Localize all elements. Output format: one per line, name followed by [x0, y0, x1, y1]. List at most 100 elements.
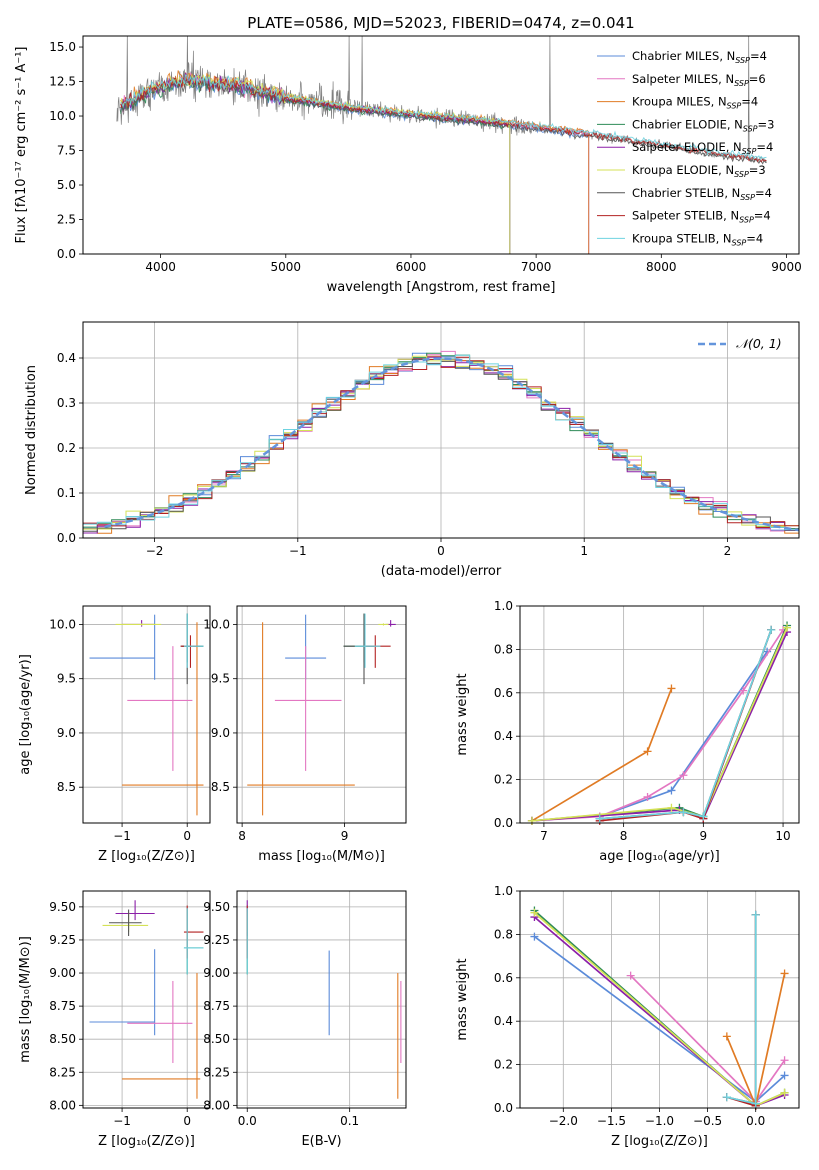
axes-frame — [82, 605, 211, 824]
y-axis-label: mass weight — [455, 673, 470, 755]
x-axis-label: Z [log₁₀(Z/Z⊙)] — [611, 1134, 708, 1149]
data-point-kroupa-miles — [122, 973, 201, 1099]
legend-label-suffix: =6 — [749, 72, 766, 86]
x-tick-label: 1 — [580, 544, 588, 558]
legend-label-suffix: =3 — [758, 117, 775, 131]
y-tick-label: 10.0 — [49, 617, 76, 631]
weight-line — [531, 625, 788, 822]
y-axis-label: age [log₁₀(age/yr)] — [18, 654, 33, 775]
legend-label-name: Salpeter MILES, N — [632, 72, 734, 86]
errorbar-plot — [247, 613, 396, 816]
y-tick-label: 0.1 — [57, 486, 76, 500]
weight-series-kroupa-miles — [527, 684, 676, 825]
residuals-panel: −2 −1 0 1 2 0.0 0.1 0.2 0.3 0.4 (data-model)/error… — [24, 321, 800, 579]
y-tick-label: 0.0 — [57, 531, 76, 545]
weight-line — [531, 688, 673, 822]
data-point-salpeter-stelib — [365, 635, 391, 668]
weight-series-salpeter-stelib — [595, 625, 776, 825]
y-tick-label: 8.5 — [211, 780, 230, 794]
data-point-chabrier-stelib — [109, 909, 142, 936]
y-tick-label: 8.00 — [203, 1098, 230, 1112]
data-point-chabrier-miles — [89, 614, 156, 680]
weight-marker — [679, 808, 688, 817]
axes-frame — [519, 605, 800, 824]
y-tick-label: 10.0 — [203, 617, 230, 631]
errorbar-plot — [246, 900, 402, 1099]
y-tick-label: 1.0 — [494, 884, 513, 898]
y-tick-label: 0.2 — [494, 1058, 513, 1072]
legend-label-sub: SSP — [732, 238, 747, 247]
weight-marker — [527, 816, 536, 825]
x-tick-label: 0 — [183, 1114, 191, 1128]
x-axis-label: Z [log₁₀(Z/Z⊙)] — [98, 1134, 195, 1149]
x-tick-label: −1.5 — [597, 1114, 626, 1128]
data-point-kroupa-elodie — [102, 912, 149, 933]
y-tick-label: 2.5 — [57, 213, 76, 227]
x-axis-label: Z [log₁₀(Z/Z⊙)] — [98, 849, 195, 864]
legend-label: Kroupa STELIB, NSSP=4 — [632, 231, 763, 247]
weight-marker — [595, 814, 604, 823]
chart-title: PLATE=0586, MJD=52023, FIBERID=0474, z=0… — [247, 14, 634, 32]
x-tick-label: 8000 — [646, 260, 677, 274]
weight-marker — [767, 625, 776, 634]
data-point-kroupa-miles — [122, 622, 204, 816]
legend-label: 𝒩(0, 1) — [736, 336, 782, 351]
y-tick-label: 8.5 — [57, 780, 76, 794]
normal-curve — [104, 357, 799, 532]
y-tick-label: 8.25 — [203, 1065, 230, 1079]
weight-line — [726, 914, 757, 1105]
weight-marker — [667, 786, 676, 795]
weight-marker — [783, 623, 792, 632]
residuals-plot — [83, 350, 799, 534]
ebv-mass-panel: 0.0 0.1 8.00 8.25 8.50 8.75 9.00 9.25 9.50 E(B-V) — [203, 890, 407, 1149]
weight-series-chabrier-miles — [595, 647, 772, 821]
x-tick-label: 0 — [183, 829, 191, 843]
weight-marker — [722, 1032, 731, 1041]
legend-label-suffix: =4 — [756, 140, 773, 154]
axes-frame — [82, 890, 211, 1109]
legend-label-sub: SSP — [735, 56, 750, 65]
mass-age-panel: 8 9 8.5 9.0 9.5 10.0 mass [log₁₀(M/M⊙)] — [203, 605, 407, 864]
data-point-chabrier-elodie — [181, 613, 204, 663]
weight-line — [599, 629, 772, 820]
legend-label-name: Kroupa STELIB, N — [632, 231, 732, 245]
legend-label: Chabrier STELIB, NSSP=4 — [632, 186, 772, 202]
z-mass-panel: −1 0 8.00 8.25 8.50 8.75 9.00 9.25 9.50 Z [log₁₀(… — [18, 890, 211, 1149]
y-tick-label: 9.00 — [203, 966, 230, 980]
data-point-salpeter-elodie — [122, 620, 155, 627]
legend-label-name: Salpeter STELIB, N — [632, 209, 739, 223]
y-tick-label: 9.00 — [49, 966, 76, 980]
legend-label-name: Chabrier STELIB, N — [632, 186, 740, 200]
weight-marker — [751, 910, 760, 919]
y-tick-label: 7.5 — [57, 144, 76, 158]
y-tick-label: 9.0 — [211, 726, 230, 740]
x-axis-label: mass [log₁₀(M/M⊙)] — [258, 849, 385, 864]
y-tick-label: 0.8 — [494, 642, 513, 656]
legend-label-sub: SSP — [742, 147, 757, 156]
x-tick-label: 0.0 — [238, 1114, 257, 1128]
legend-label-sub: SSP — [740, 193, 755, 202]
y-tick-label: 8.75 — [49, 999, 76, 1013]
axes-frame — [236, 605, 407, 824]
y-tick-label: 8.75 — [203, 999, 230, 1013]
weight-marker — [751, 1099, 760, 1108]
y-tick-label: 0.6 — [494, 686, 513, 700]
legend-label-suffix: =4 — [741, 95, 758, 109]
axes-frame — [82, 35, 800, 255]
y-axis-label: mass [log₁₀(M/M⊙)] — [18, 936, 33, 1063]
weight-marker — [780, 1071, 789, 1080]
z-age-panel: −1 0 8.5 9.0 9.5 10.0 Z [log₁₀(Z/Z⊙)] age [log₁… — [18, 605, 211, 864]
y-tick-label: 0.0 — [494, 1101, 513, 1115]
x-tick-label: 9 — [341, 829, 349, 843]
data-point-chabrier-miles — [89, 949, 156, 1036]
weight-series-kroupa-stelib — [595, 625, 776, 823]
weight-marker — [679, 771, 688, 780]
x-tick-label: −1 — [113, 1114, 131, 1128]
legend-label-suffix: =4 — [754, 209, 771, 223]
y-tick-label: 0.4 — [494, 729, 513, 743]
y-tick-label: 0.3 — [57, 396, 76, 410]
data-point-kroupa-stelib — [354, 613, 381, 668]
x-tick-label: 8 — [620, 829, 628, 843]
spectrum-plot — [116, 36, 767, 254]
weight-series-chabrier-stelib — [595, 625, 776, 823]
